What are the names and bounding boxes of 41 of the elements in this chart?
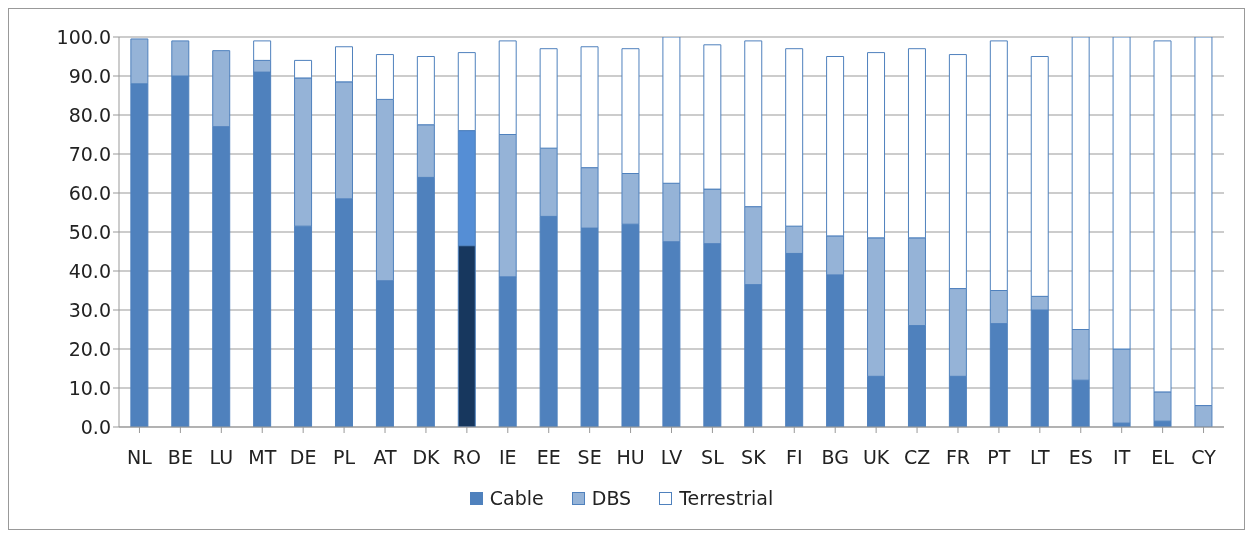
y-tick-label: 20.0 <box>68 337 111 360</box>
x-tick-label: FI <box>786 446 803 469</box>
y-tick-label: 40.0 <box>68 259 111 282</box>
y-tick-label: 30.0 <box>68 298 111 321</box>
x-tick-label: CZ <box>903 446 931 469</box>
x-tick-label: PT <box>987 446 1011 469</box>
y-tick-label: 70.0 <box>68 142 111 165</box>
x-tick-label: DK <box>412 446 441 469</box>
legend-label: DBS <box>590 487 632 509</box>
x-tick-label: MT <box>248 446 277 469</box>
y-tick-label: 60.0 <box>68 181 111 204</box>
x-tick-label: AT <box>373 446 397 469</box>
x-tick-label: RO <box>452 446 481 469</box>
legend-label: Cable <box>488 487 544 509</box>
y-tick-label: 80.0 <box>68 103 111 126</box>
x-tick-label: SE <box>577 446 602 469</box>
x-tick-label: EE <box>536 446 561 469</box>
y-tick-label: 50.0 <box>68 220 111 243</box>
x-tick-label: PL <box>333 446 356 469</box>
x-tick-label: IT <box>1113 446 1131 469</box>
x-tick-label: LU <box>209 446 234 469</box>
y-tick-label: 10.0 <box>68 376 111 399</box>
x-tick-label: NL <box>127 446 153 469</box>
x-tick-label: EL <box>1151 446 1175 469</box>
x-tick-label: ES <box>1068 446 1093 469</box>
x-tick-label: SK <box>741 446 767 469</box>
x-tick-label: HU <box>616 446 645 469</box>
x-tick-label: DE <box>289 446 317 469</box>
x-tick-label: BE <box>167 446 193 469</box>
x-tick-label: UK <box>862 446 890 469</box>
x-tick-label: LT <box>1030 446 1051 469</box>
x-tick-label: CY <box>1191 446 1217 469</box>
x-tick-label: FR <box>945 446 971 469</box>
x-tick-label: LV <box>660 446 683 469</box>
y-tick-label: 100.0 <box>56 25 111 48</box>
y-tick-label: 90.0 <box>68 64 111 87</box>
legend-label: Terrestrial <box>678 487 774 509</box>
x-tick-label: BG <box>821 446 849 469</box>
x-tick-label: SL <box>701 446 725 469</box>
x-tick-label: IE <box>498 446 517 469</box>
y-tick-label: 0.0 <box>80 415 111 438</box>
